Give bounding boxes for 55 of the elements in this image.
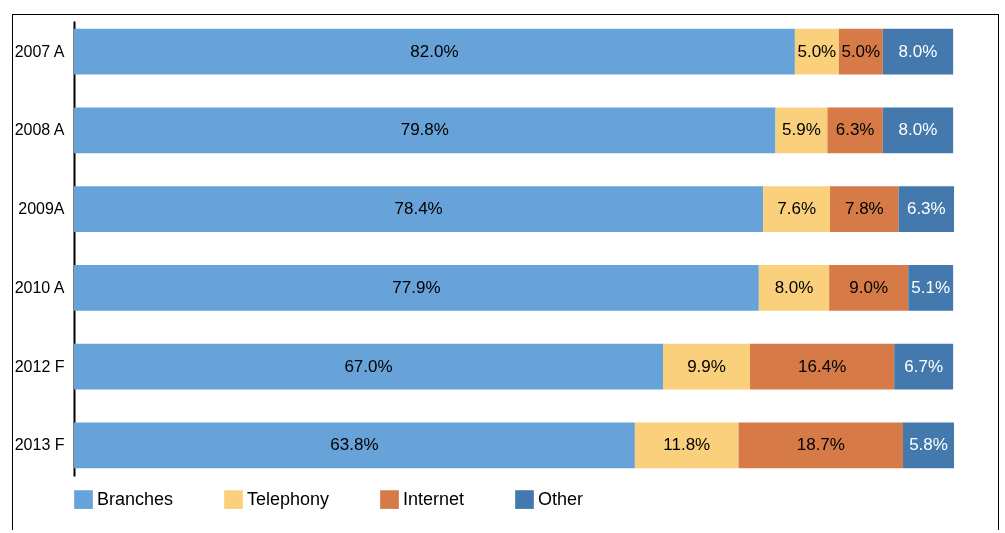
bar [663,343,751,390]
data-label: 63.8% [330,435,379,455]
data-label: 5.1% [911,277,951,297]
data-label: 9.9% [687,356,726,376]
y-tick-label: 2008 A [14,121,65,139]
bar [750,343,895,390]
bar [827,107,883,154]
bar [763,186,831,232]
bar [908,265,954,311]
legend-label: Telephony [247,488,330,509]
data-label: 6.3% [906,199,946,219]
bar [829,265,909,311]
bar [882,107,954,154]
data-label: 6.3% [835,120,875,140]
data-label: 18.7% [796,435,845,455]
data-label: 5.9% [782,120,821,140]
bar [830,186,899,232]
bar [894,343,954,390]
bar [758,265,830,311]
bar [634,422,739,469]
legend-label: Branches [97,488,174,509]
data-label: 7.6% [777,199,817,219]
data-label: 6.7% [904,356,944,376]
bar [903,422,954,469]
bar [738,422,904,469]
y-tick-label: 2013 F [14,436,65,454]
bar [74,107,776,154]
legend-label: Internet [403,488,465,509]
y-tick-label: 2007 A [14,42,65,60]
data-label: 5.8% [909,435,948,455]
data-label: 9.0% [849,277,889,297]
data-label: 82.0% [410,41,459,61]
bar [74,422,635,469]
data-label: 5.0% [841,41,881,61]
bar [882,28,954,75]
data-label: 16.4% [798,356,847,376]
data-label: 11.8% [663,435,711,455]
bar [74,28,795,75]
legend-label: Other [538,488,584,509]
data-label: 78.4% [394,199,443,219]
data-label: 67.0% [344,356,393,376]
data-label: 5.0% [797,41,837,61]
data-label: 8.0% [774,277,814,297]
data-label: 8.0% [898,120,938,140]
bar [74,186,764,232]
y-tick-label: 2012 F [14,357,65,375]
bar [74,265,759,311]
data-label: 77.9% [392,277,441,297]
bar [898,186,954,232]
data-label: 8.0% [898,41,938,61]
data-label: 79.8% [400,120,449,140]
y-tick-label: 2009A [18,200,65,218]
y-tick-label: 2010 A [14,278,65,296]
bar [74,343,664,390]
data-label: 7.8% [844,199,884,219]
